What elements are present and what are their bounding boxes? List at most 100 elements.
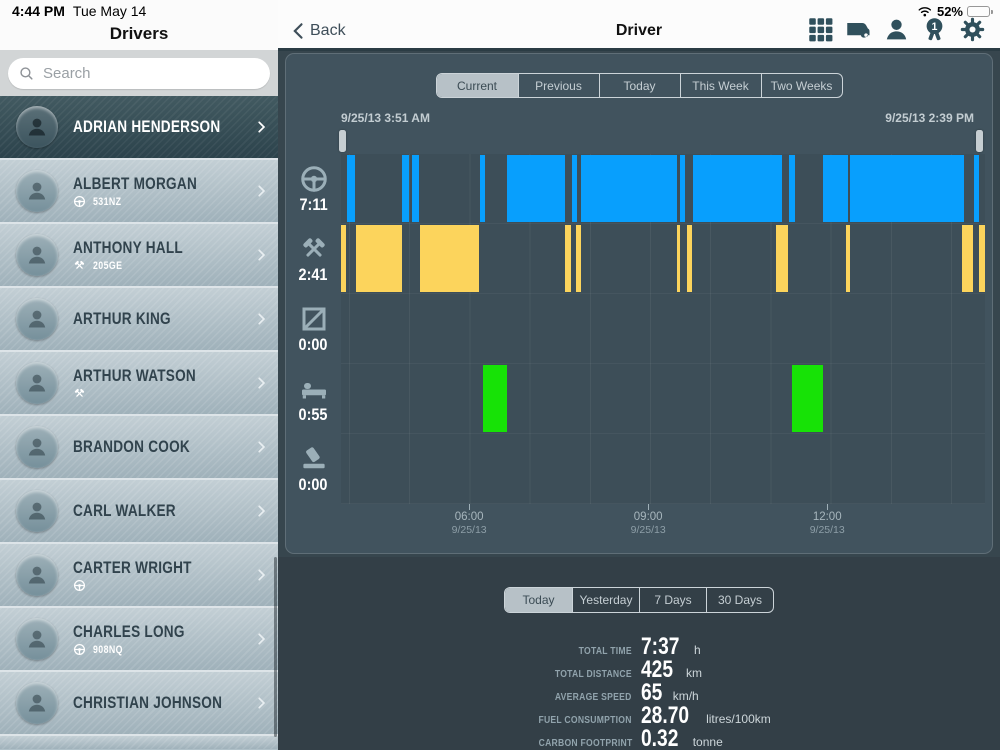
avatar <box>16 106 58 148</box>
driver-row-carter-wright[interactable]: CARTER WRIGHT <box>0 544 278 608</box>
activity-drive-segment <box>480 155 486 222</box>
stat-label: FUEL CONSUMPTION <box>538 714 632 726</box>
activity-work-track <box>341 224 985 294</box>
driver-status-line: 531NZ <box>73 195 254 208</box>
search-icon <box>18 65 35 82</box>
driver-row-adrian-henderson[interactable]: ADRIAN HENDERSON <box>0 96 278 160</box>
driver-name: CHARLES LONG <box>73 622 185 641</box>
activity-drive-label: 7:11 <box>286 154 341 224</box>
stat-label: AVERAGE SPEED <box>555 691 632 703</box>
driver-icon[interactable] <box>883 16 910 43</box>
chevron-right-icon <box>254 312 268 326</box>
range-slider-left-handle[interactable] <box>339 130 346 152</box>
stat-value-wrap: 65 km/h <box>641 681 699 705</box>
tools-icon <box>73 387 86 400</box>
stat-unit: litres/100km <box>706 712 771 726</box>
driver-row-carl-walker[interactable]: CARL WALKER <box>0 480 278 544</box>
range-tab-today[interactable]: Today <box>598 74 680 97</box>
stat-row-carbon-footprint: CARBON FOOTPRINT 0.32 tonne <box>278 727 1000 750</box>
chevron-right-icon <box>254 440 268 454</box>
stat-value: 425 <box>641 656 674 683</box>
activity-drive-segment <box>822 155 849 222</box>
activity-work-segment <box>676 225 681 292</box>
steering-wheel-icon <box>73 579 86 592</box>
steering-wheel-icon <box>73 195 86 208</box>
axis-tick-label: 09:00 9/25/13 <box>631 511 666 536</box>
activity-rest-track <box>341 364 985 434</box>
range-tab-this-week[interactable]: This Week <box>679 74 761 97</box>
back-button[interactable]: Back <box>288 21 346 41</box>
range-tab-previous[interactable]: Previous <box>517 74 599 97</box>
search-input[interactable] <box>41 63 260 83</box>
time-axis: 06:00 9/25/13 09:00 9/25/13 12:00 9/25/13 <box>341 504 985 540</box>
stat-value: 0.32 <box>641 725 679 750</box>
stat-row-total-time: TOTAL TIME 7:37 h <box>278 635 1000 659</box>
stat-value: 65 <box>641 679 663 706</box>
stat-unit: km <box>686 666 703 680</box>
vehicle-plate: 908NQ <box>93 643 123 656</box>
activity-rest-total: 0:55 <box>299 404 328 424</box>
range-tab-two-weeks[interactable]: Two Weeks <box>760 74 842 97</box>
activity-drive-segment <box>788 155 796 222</box>
driver-name: ALBERT MORGAN <box>73 174 197 193</box>
activity-work-segment <box>845 225 850 292</box>
chevron-right-icon <box>254 184 268 198</box>
stats-block: TOTAL TIME 7:37 h TOTAL DISTANCE 425 km AVERAG… <box>278 635 1000 750</box>
period-tab-7-days[interactable]: 7 Days <box>639 588 706 612</box>
activity-work-segment <box>962 225 974 292</box>
truck-icon[interactable] <box>845 16 872 43</box>
axis-tickmark <box>648 504 650 510</box>
avatar <box>16 426 58 468</box>
apps-grid-icon[interactable] <box>807 16 834 43</box>
chevron-right-icon <box>254 248 268 262</box>
range-slider-right-handle[interactable] <box>976 130 983 152</box>
driver-row-arthur-watson[interactable]: ARTHUR WATSON <box>0 352 278 416</box>
stat-row-fuel-consumption: FUEL CONSUMPTION 28.70 litres/100km <box>278 704 1000 728</box>
stat-value-wrap: 28.70 litres/100km <box>641 704 771 728</box>
axis-spacer <box>286 504 341 540</box>
driver-row-partial <box>0 736 278 749</box>
statusbar-left: 4:44 PM Tue May 14 <box>12 3 146 19</box>
activity-rest-label: 0:55 <box>286 364 341 434</box>
driver-row-brandon-cook[interactable]: BRANDON COOK <box>0 416 278 480</box>
ferry-icon <box>299 444 329 474</box>
driver-row-anthony-hall[interactable]: ANTHONY HALL 205GE <box>0 224 278 288</box>
driver-detail-panel: 52% Back Driver 1 Current Previous Today Th… <box>278 0 1000 750</box>
tools-icon <box>73 259 86 272</box>
period-tab-yesterday[interactable]: Yesterday <box>572 588 639 612</box>
stat-value-wrap: 0.32 tonne <box>641 727 723 750</box>
bed-icon <box>299 374 329 404</box>
nav-icon-group: 1 <box>807 16 986 43</box>
avatar <box>16 554 58 596</box>
battery-icon <box>967 6 993 17</box>
page-title: Driver <box>615 22 663 39</box>
driver-info: CARTER WRIGHT <box>73 558 254 592</box>
settings-gear-icon[interactable] <box>959 16 986 43</box>
period-tab-today[interactable]: Today <box>505 588 572 612</box>
driver-list: ADRIAN HENDERSON ALBERT MORGAN 531NZ ANTHON… <box>0 96 278 750</box>
period-tab-30-days[interactable]: 30 Days <box>706 588 773 612</box>
search-field[interactable] <box>8 57 270 89</box>
activity-drive-segment <box>974 155 979 222</box>
vehicle-plate: 205GE <box>93 259 123 272</box>
driver-info: ADRIAN HENDERSON <box>73 117 254 137</box>
chevron-right-icon <box>254 120 268 134</box>
driver-row-albert-morgan[interactable]: ALBERT MORGAN 531NZ <box>0 160 278 224</box>
stat-value: 28.70 <box>641 702 690 729</box>
status-date: Tue May 14 <box>72 3 147 19</box>
activity-rest-segment <box>791 365 824 432</box>
tick-time: 06:00 <box>454 511 484 523</box>
award-icon[interactable]: 1 <box>921 16 948 43</box>
range-start-label: 9/25/13 3:51 AM <box>341 111 430 125</box>
avatar <box>16 682 58 724</box>
activity-work-segment <box>355 225 402 292</box>
driver-row-arthur-king[interactable]: ARTHUR KING <box>0 288 278 352</box>
driver-status-line: 908NQ <box>73 643 254 656</box>
driver-row-christian-johnson[interactable]: CHRISTIAN JOHNSON <box>0 672 278 736</box>
drivers-sidebar: 4:44 PM Tue May 14 Drivers ADRIAN HENDERS… <box>0 0 278 750</box>
activity-work-segment <box>686 225 692 292</box>
driver-row-charles-long[interactable]: CHARLES LONG 908NQ <box>0 608 278 672</box>
sidebar-scrollbar[interactable] <box>274 557 277 737</box>
stat-value-wrap: 425 km <box>641 658 702 682</box>
range-tab-current[interactable]: Current <box>436 74 518 97</box>
